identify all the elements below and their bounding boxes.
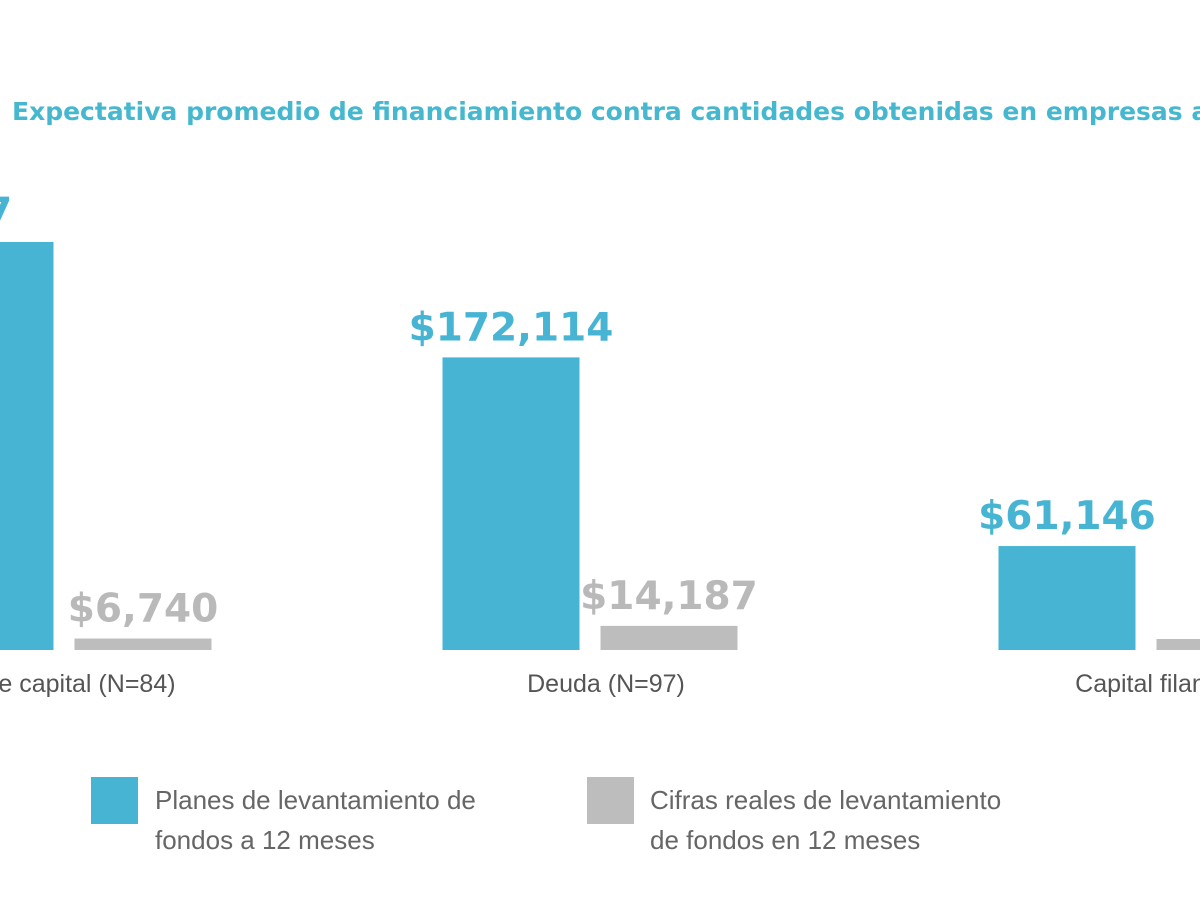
- value-label-planned-2: $61,146: [978, 494, 1156, 539]
- bars-layer: 07 $6,740 de capital (N=84) $172,114 $14,187…: [0, 190, 1200, 698]
- legend-swatch-planned: [91, 777, 138, 824]
- bar-actual-0: [74, 638, 212, 650]
- bar-planned-1: [442, 357, 580, 650]
- legend-swatch-actual: [587, 777, 634, 824]
- value-label-planned-1: $172,114: [409, 305, 614, 350]
- category-label-0: de capital (N=84): [0, 670, 176, 698]
- legend-text-planned-0: Planes de levantamiento de: [155, 785, 476, 815]
- bar-planned-2: [998, 546, 1136, 650]
- bar-actual-2: [1156, 639, 1200, 650]
- legend-text-planned-1: fondos a 12 meses: [155, 825, 375, 855]
- legend: Planes de levantamiento de fondos a 12 me…: [91, 777, 1001, 855]
- bar-actual-1: [600, 625, 738, 650]
- bar-planned-0: [0, 242, 54, 650]
- category-label-1: Deuda (N=97): [527, 670, 685, 698]
- category-label-2: Capital filantróp: [1075, 670, 1200, 698]
- chart-title: Expectativa promedio de financiamiento c…: [12, 97, 1200, 126]
- value-label-actual-1: $14,187: [580, 574, 758, 619]
- legend-text-actual-0: Cifras reales de levantamiento: [650, 785, 1001, 815]
- value-label-actual-0: $6,740: [68, 587, 219, 632]
- value-label-planned-0: 07: [0, 190, 12, 235]
- legend-text-actual-1: de fondos en 12 meses: [650, 825, 920, 855]
